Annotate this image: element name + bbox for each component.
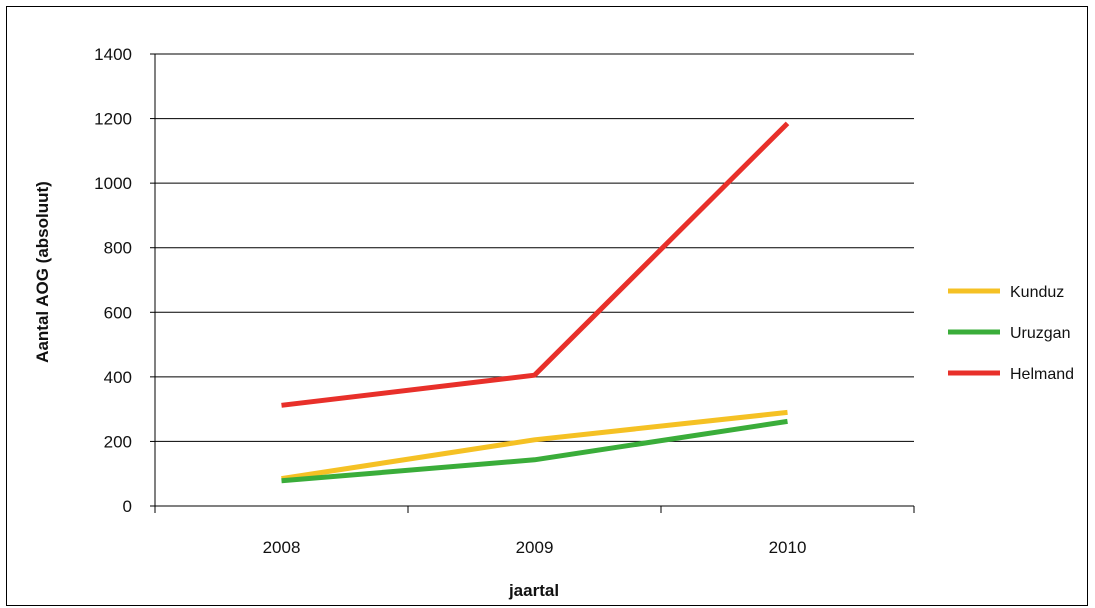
- x-axis-title: jaartal: [508, 581, 559, 600]
- series-line-uruzgan: [281, 418, 788, 484]
- legend-label: Kunduz: [1010, 284, 1064, 301]
- y-tick-label: 1400: [94, 45, 132, 64]
- legend: Kunduz Uruzgan Helmand: [948, 284, 1074, 383]
- y-tick-label: 0: [123, 497, 132, 516]
- y-tick-label: 200: [104, 432, 132, 451]
- series-lines: [281, 121, 790, 484]
- y-axis-title: Aantal AOG (absoluut): [33, 181, 52, 363]
- y-tick-label: 600: [104, 303, 132, 322]
- x-tick-label: 2008: [263, 538, 301, 557]
- y-tick-label: 800: [104, 239, 132, 258]
- y-tick-label: 400: [104, 368, 132, 387]
- y-tick-label: 1000: [94, 174, 132, 193]
- axes: 0 200 400 600 800 1000 1200 1400 2008 2009 2010: [94, 45, 915, 557]
- series-line-kunduz: [281, 409, 788, 482]
- legend-label: Helmand: [1010, 366, 1074, 383]
- gridlines: [155, 53, 914, 442]
- legend-item-helmand: Helmand: [948, 366, 1074, 383]
- legend-label: Uruzgan: [1010, 325, 1070, 342]
- x-tick-label: 2009: [516, 538, 554, 557]
- legend-item-kunduz: Kunduz: [948, 284, 1064, 301]
- x-tick-label: 2010: [769, 538, 807, 557]
- series-line-helmand: [281, 121, 790, 408]
- y-tick-label: 1200: [94, 110, 132, 129]
- legend-item-uruzgan: Uruzgan: [948, 325, 1070, 342]
